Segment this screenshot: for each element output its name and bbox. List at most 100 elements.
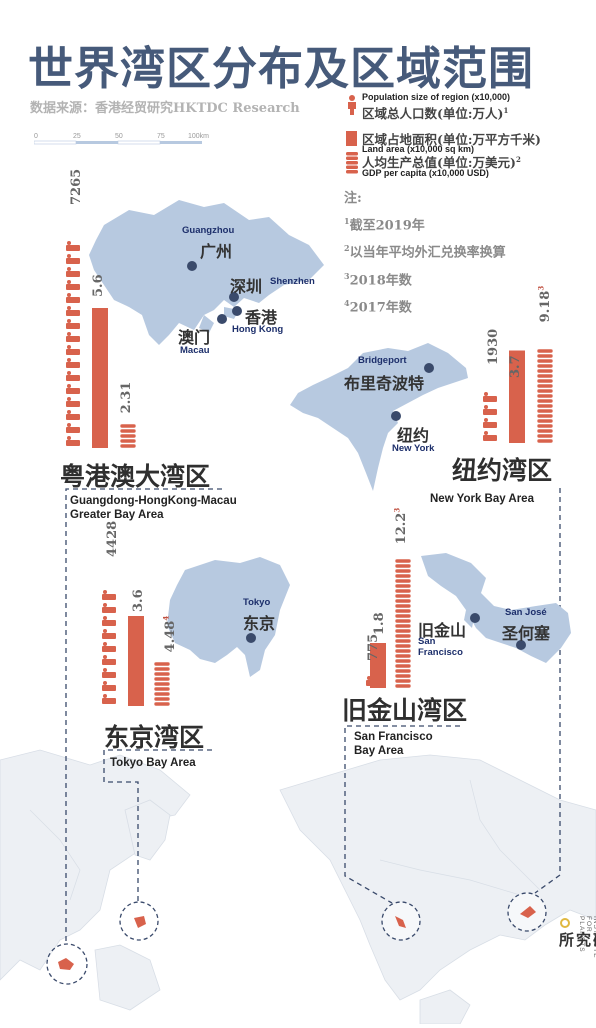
- city-guangzhou-cn: 广州: [200, 242, 233, 261]
- coin-mark: [394, 583, 412, 589]
- scale-tick: 50: [115, 133, 123, 140]
- person-mark: [66, 336, 80, 342]
- gba-population-value: 7265: [69, 168, 84, 205]
- coin-mark: [394, 623, 412, 629]
- coin-mark: [394, 633, 412, 639]
- sf-gdp-stack: [394, 558, 412, 689]
- coin-mark: [153, 671, 171, 677]
- person-mark: [67, 384, 71, 388]
- coin-mark: [536, 433, 554, 439]
- note-item: 1截至2019年: [344, 216, 425, 234]
- coin-mark: [536, 358, 554, 364]
- person-mark: [102, 594, 116, 600]
- ny-map: [290, 343, 468, 491]
- coin-mark: [394, 578, 412, 584]
- person-mark: [67, 371, 71, 375]
- coin-mark: [536, 373, 554, 379]
- region-ny-name: 纽约湾区: [452, 456, 553, 485]
- person-mark: [67, 306, 71, 310]
- legend-population-cn: 区域总人口数(单位:万人)1: [362, 105, 509, 121]
- region-tokyo-en: Tokyo Bay Area: [110, 757, 196, 769]
- person-mark: [66, 440, 80, 446]
- city-hongkong-en: Hong Kong: [232, 324, 284, 335]
- ny-population-column: [483, 392, 497, 441]
- coin-mark: [394, 588, 412, 594]
- region-sf-en-1: San Francisco: [354, 731, 433, 743]
- coin-mark: [536, 403, 554, 409]
- person-mark: [66, 297, 80, 303]
- coin-mark: [394, 558, 412, 564]
- coin-mark: [394, 643, 412, 649]
- coin-mark: [394, 573, 412, 579]
- region-sf-name: 旧金山湾区: [342, 696, 468, 725]
- person-mark: [103, 629, 107, 633]
- world-map: [0, 720, 596, 1024]
- coin-mark: [394, 598, 412, 604]
- city-sanfrancisco-cn: 旧金山: [418, 621, 467, 640]
- scale-tick: 25: [73, 133, 81, 140]
- coin-mark: [536, 393, 554, 399]
- tokyo-map: [167, 557, 290, 677]
- person-mark: [67, 280, 71, 284]
- city-sanfrancisco-en-1: San: [418, 636, 436, 647]
- data-source: 数据来源：香港经贸研究HKTDC Research: [30, 101, 300, 116]
- coin-mark: [153, 686, 171, 692]
- coin-mark: [394, 658, 412, 664]
- person-mark: [103, 616, 107, 620]
- coin-mark: [394, 613, 412, 619]
- coin-stack-icon: [346, 152, 358, 174]
- person-mark: [102, 646, 116, 652]
- person-mark: [483, 435, 497, 441]
- person-mark: [66, 310, 80, 316]
- tokyo-area-value: 3.6: [131, 589, 146, 612]
- page-title: 世界湾区分布及区域范围: [28, 42, 535, 95]
- city-bridgeport-en: Bridgeport: [358, 355, 407, 366]
- coin-mark: [536, 383, 554, 389]
- person-mark: [102, 607, 116, 613]
- city-shenzhen-en: Shenzhen: [270, 276, 315, 287]
- person-mark: [484, 431, 488, 435]
- person-mark: [102, 620, 116, 626]
- gba-gdp-stack: [119, 423, 137, 449]
- tokyo-gdp-value: 4.484: [161, 615, 178, 653]
- legend-gdp-en: GDP per capita (x10,000 USD): [362, 168, 489, 178]
- person-mark: [66, 284, 80, 290]
- notes: 注: 1截至2019年 2以当年平均外汇兑换率换算 32018年数 42017年…: [344, 188, 506, 319]
- region-gba-name: 粤港澳大湾区: [60, 462, 211, 491]
- coin-mark: [536, 388, 554, 394]
- person-mark: [484, 418, 488, 422]
- person-mark: [66, 323, 80, 329]
- person-mark: [66, 375, 80, 381]
- coin-mark: [394, 608, 412, 614]
- city-macau-cn: 澳门: [178, 328, 211, 347]
- scale-bar: 0 25 50 75 100km: [34, 133, 209, 145]
- tokyo-population-column: [102, 590, 116, 704]
- coin-mark: [394, 638, 412, 644]
- coin-mark: [536, 418, 554, 424]
- region-gba-en-2: Greater Bay Area: [70, 509, 164, 521]
- coin-mark: [536, 413, 554, 419]
- scale-tick: 100km: [188, 133, 209, 140]
- person-mark: [103, 681, 107, 685]
- ny-area-value: 3.7: [508, 355, 523, 378]
- ny-gdp-value: 9.183: [536, 285, 553, 323]
- notes-heading: 注:: [344, 191, 362, 206]
- sf-area-value: 1.8: [372, 612, 387, 635]
- coin-mark: [119, 433, 137, 439]
- person-mark: [67, 332, 71, 336]
- person-mark: [103, 668, 107, 672]
- city-sanjose-cn: 圣何塞: [502, 624, 551, 643]
- gba-area-bar: [92, 308, 108, 448]
- legend-area-en: Land area (x10,000 sq km): [362, 144, 475, 154]
- person-mark: [67, 254, 71, 258]
- person-mark: [67, 410, 71, 414]
- coin-mark: [536, 423, 554, 429]
- city-shenzhen-cn: 深圳: [230, 277, 263, 296]
- coin-mark: [536, 428, 554, 434]
- coin-mark: [394, 648, 412, 654]
- city-macau-en: Macau: [180, 345, 210, 356]
- person-mark: [67, 319, 71, 323]
- city-sanfrancisco-en-2: Francisco: [418, 647, 463, 658]
- person-mark: [67, 267, 71, 271]
